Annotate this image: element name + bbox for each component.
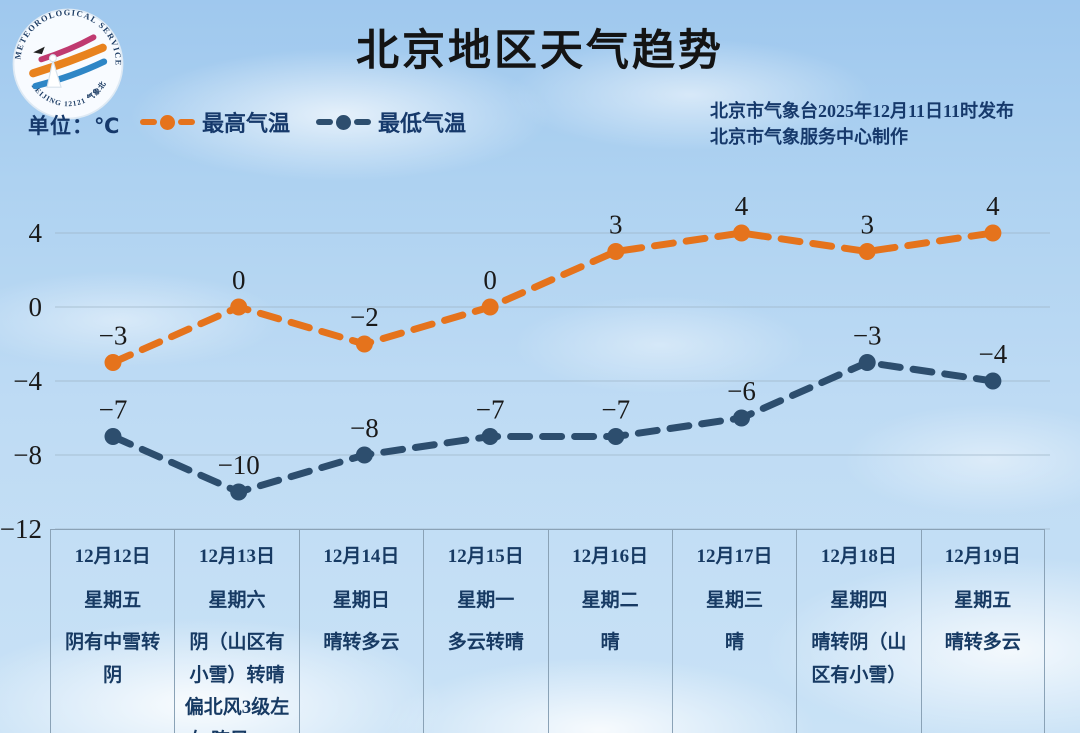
forecast-day-column: 12月18日 星期四晴转阴（山区有小雪）: [796, 530, 920, 733]
data-point: [104, 428, 122, 445]
page-title: 北京地区天气趋势: [356, 28, 724, 75]
unit-label: 单位：℃: [28, 115, 121, 138]
forecast-day-column: 12月19日 星期五晴转多云: [920, 530, 1045, 733]
publisher-line-2: 北京市气象服务中心制作: [710, 127, 908, 148]
legend-item-low-temp: 最低气温: [316, 106, 466, 138]
day-weekday: 星期四: [830, 590, 888, 611]
day-weather: 晴转多云: [944, 632, 1021, 653]
day-weekday: 星期一: [457, 590, 515, 611]
forecast-day-column: 12月15日 星期一多云转晴: [423, 530, 547, 733]
day-weather: 晴: [725, 632, 745, 653]
data-label: −7: [601, 395, 630, 425]
data-point: [230, 483, 248, 501]
data-point: [858, 243, 876, 260]
data-label: −8: [350, 413, 379, 443]
publisher-line-1: 北京市气象台2025年12月11日11时发布: [710, 101, 1015, 121]
day-weather: 多云转晴: [447, 632, 524, 653]
legend-label: 最高气温: [202, 111, 291, 136]
day-date: 12月16日: [572, 546, 649, 567]
y-tick-label: 4: [29, 218, 43, 248]
dashed-line-marker-icon: [140, 114, 195, 130]
data-point: [733, 224, 750, 242]
logo-ribbon-blue: [32, 58, 108, 90]
logo-ribbon-magenta: [38, 34, 97, 63]
data-label: −10: [218, 450, 260, 480]
data-label: 0: [232, 265, 246, 295]
legend-label: 最低气温: [378, 111, 467, 136]
forecast-day-column: 12月17日 星期三晴: [671, 530, 796, 733]
day-weekday: 星期三: [706, 590, 764, 611]
day-weather: 阴（山区有小雪）转晴 偏北风3级左右 阵风5、6级: [184, 632, 290, 733]
data-point: [607, 428, 625, 445]
data-point: [984, 224, 1002, 242]
legend-item-high-temp: 最高气温: [140, 106, 290, 138]
day-date: 12月15日: [447, 546, 524, 567]
forecast-day-column: 12月14日 星期日晴转多云: [298, 530, 423, 733]
data-label: −3: [99, 321, 128, 351]
day-weekday: 星期日: [332, 590, 390, 611]
data-label: −2: [350, 302, 379, 332]
logo-ribbon-orange: [29, 43, 107, 78]
publisher-info: 北京市气象台2025年12月11日11时发布 北京市气象服务中心制作: [710, 98, 1014, 150]
data-label: −7: [99, 395, 128, 425]
data-point: [355, 446, 373, 464]
forecast-day-column: 12月16日 星期二晴: [547, 530, 672, 733]
day-weather: 晴: [600, 632, 620, 653]
y-tick-label: −8: [13, 440, 42, 470]
day-weather: 晴转多云: [323, 632, 400, 653]
dashed-line-marker-icon: [316, 114, 372, 130]
data-label: 4: [735, 191, 749, 221]
data-label: 3: [609, 210, 623, 240]
day-weekday: 星期五: [954, 590, 1012, 611]
logo-bird-icon: [33, 46, 45, 55]
day-date: 12月18日: [820, 546, 897, 567]
day-date: 12月13日: [199, 546, 276, 567]
series-line-low-temp: [109, 358, 997, 496]
data-label: −3: [853, 321, 882, 351]
day-weekday: 星期六: [208, 590, 266, 611]
day-weekday: 星期五: [84, 590, 142, 611]
forecast-table: 12月12日 星期五 阴有中雪转阴 12月13日 星期六 阴（山区有小雪）转晴 偏北风3级…: [50, 529, 1045, 733]
forecast-day-column: 12月12日 星期五阴有中雪转阴: [50, 530, 174, 733]
series-line-high-temp: [109, 229, 997, 366]
day-weather: 阴有中雪转阴: [65, 632, 161, 686]
data-label: 4: [986, 191, 1000, 221]
y-tick-label: −12: [0, 514, 42, 544]
data-label: −4: [979, 339, 1008, 369]
data-point: [355, 335, 373, 353]
data-point: [104, 354, 122, 371]
data-point: [481, 428, 499, 445]
day-weekday: 星期二: [581, 590, 639, 611]
data-point: [607, 243, 625, 260]
y-tick-label: 0: [29, 292, 43, 322]
beijing-meteorological-service-logo-icon: METEOROLOGICAL SERVICE BEIJING 12121 气象北…: [10, 6, 124, 120]
day-weather: 晴转阴（山区有小雪）: [811, 632, 907, 686]
logo-pagoda: [46, 58, 62, 88]
legend: 最高气温 最低气温: [140, 106, 466, 138]
day-date: 12月19日: [944, 546, 1021, 567]
data-point: [481, 298, 499, 316]
data-label: 0: [483, 265, 497, 295]
day-date: 12月12日: [74, 546, 151, 567]
data-point: [230, 298, 248, 316]
data-label: −7: [476, 395, 505, 425]
data-label: 3: [860, 210, 874, 240]
y-tick-label: −4: [13, 366, 42, 396]
data-point: [984, 372, 1002, 390]
day-date: 12月14日: [323, 546, 400, 567]
data-point: [858, 354, 876, 371]
data-label: −6: [727, 376, 756, 406]
day-date: 12月17日: [696, 546, 773, 567]
data-point: [733, 409, 750, 427]
